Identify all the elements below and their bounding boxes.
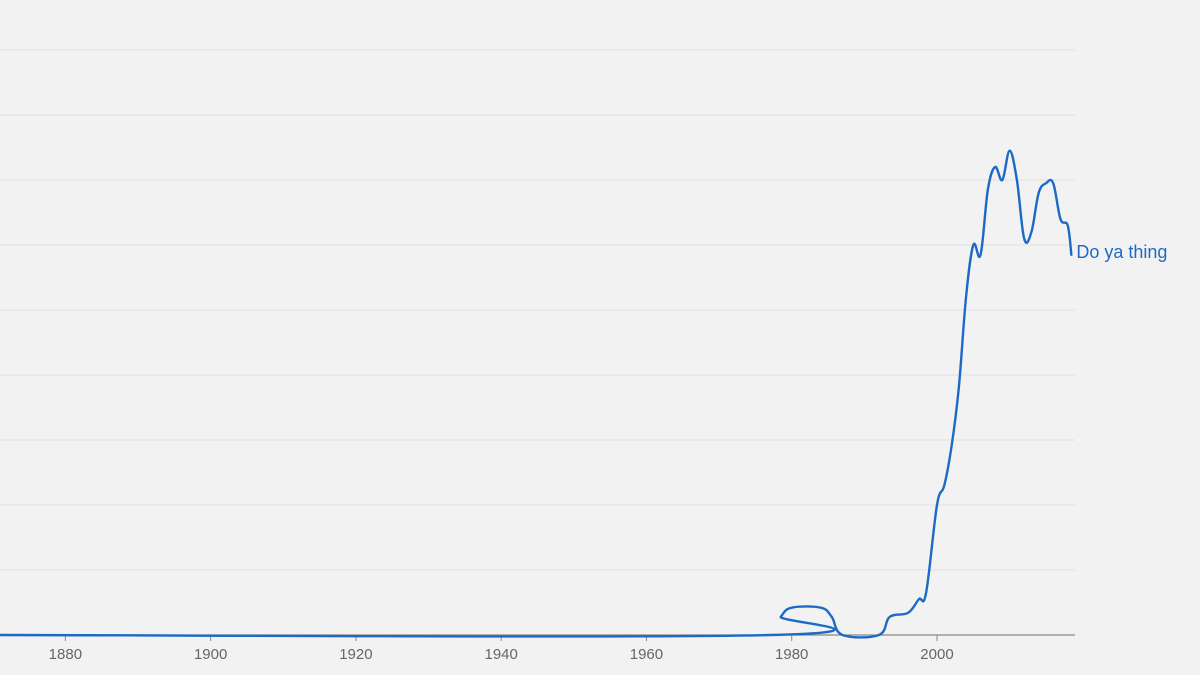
x-tick-label-1940: 1940	[484, 646, 517, 663]
gridlines	[0, 49, 1075, 571]
x-tick-label-1880: 1880	[49, 646, 82, 663]
x-axis: 1880 1900 1920 1940 1960 1980 2000	[0, 634, 1075, 663]
series-layer: Do ya thing	[0, 149, 1167, 639]
series-line-0	[0, 149, 1073, 639]
x-tick-label-1980: 1980	[775, 646, 808, 663]
x-tick-label-1900: 1900	[194, 646, 227, 663]
x-tick-label-1960: 1960	[630, 646, 663, 663]
x-tick-label-1920: 1920	[339, 646, 372, 663]
x-tick-label-2000: 2000	[920, 646, 953, 663]
series-label-0: Do ya thing	[1076, 242, 1167, 262]
